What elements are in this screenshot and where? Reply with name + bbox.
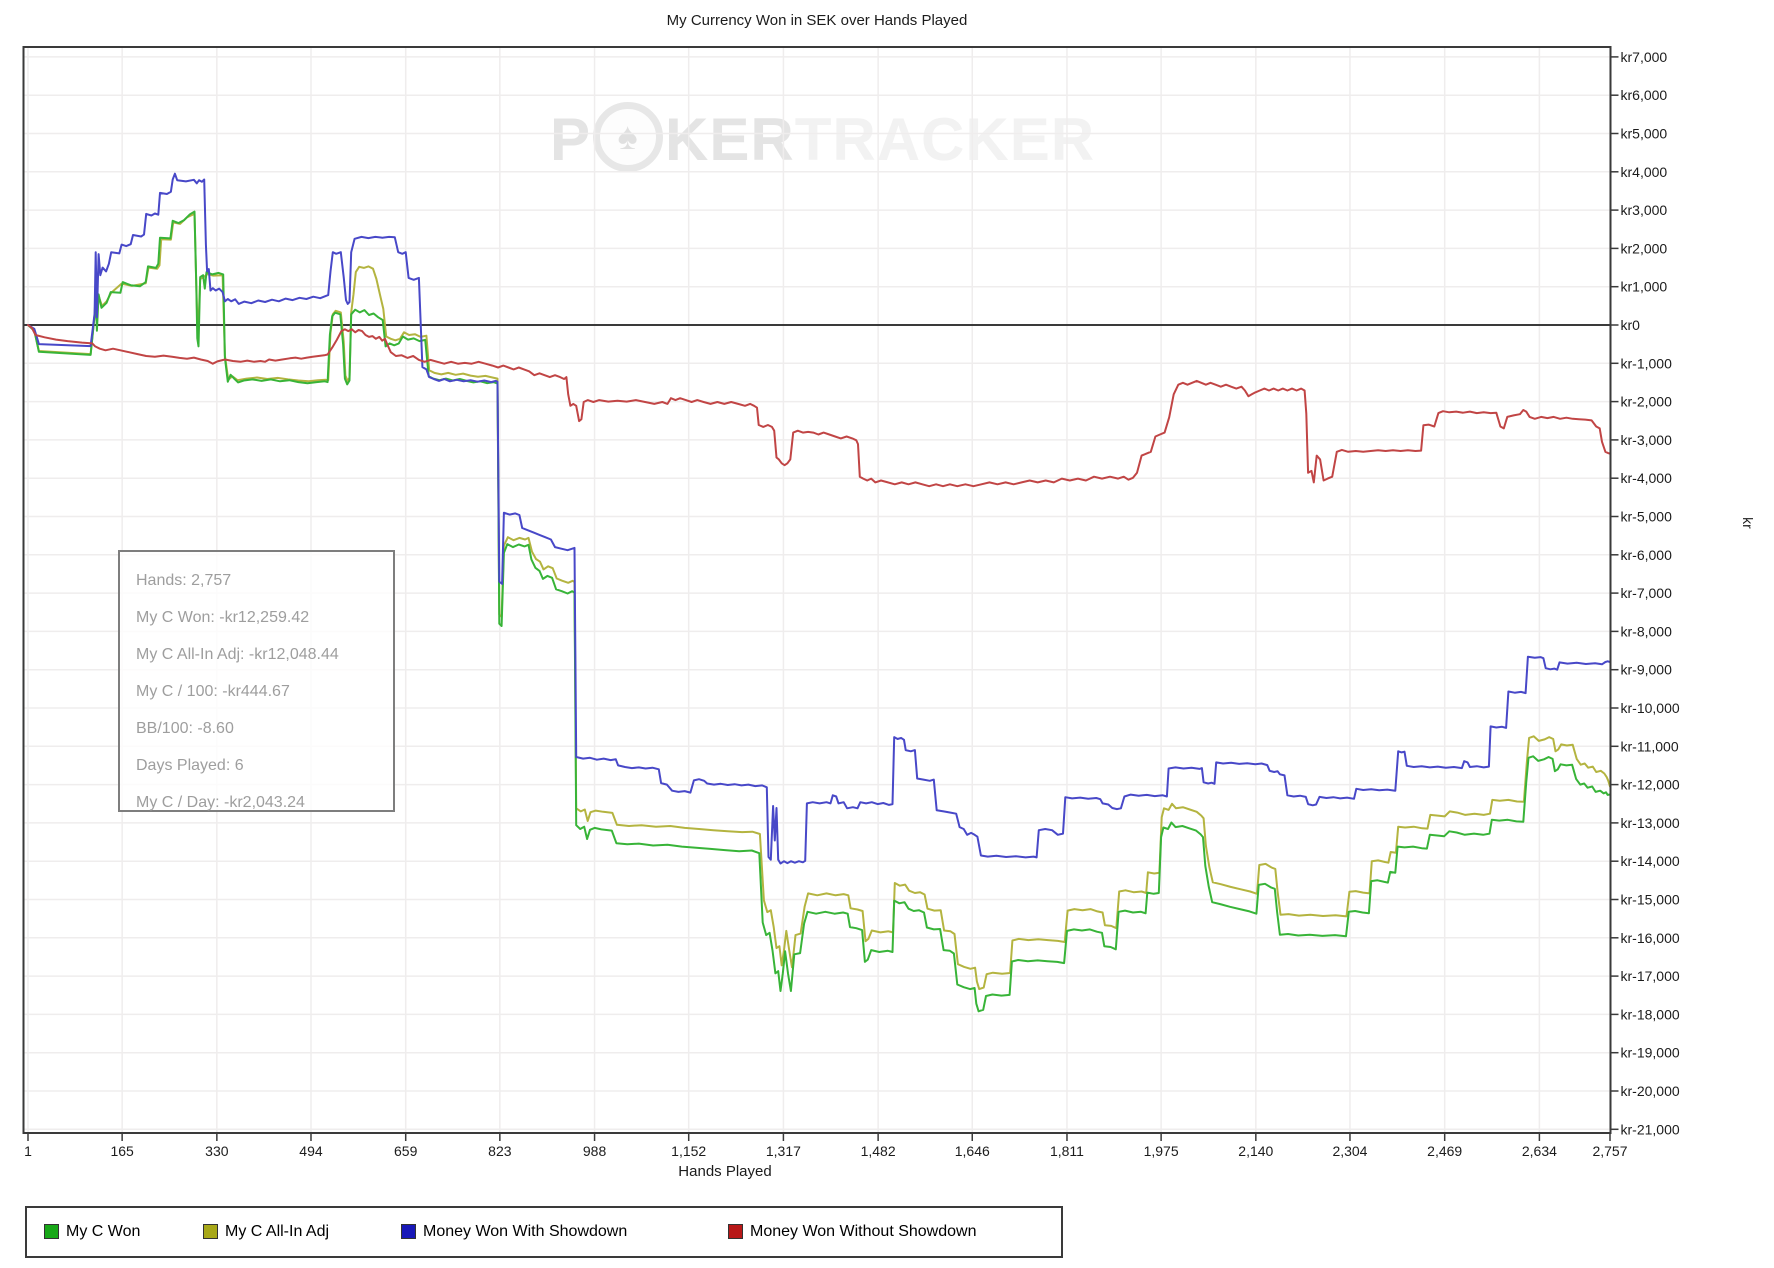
x-tick-label: 1,317: [766, 1143, 801, 1159]
y-tick-label: kr-17,000: [1621, 968, 1680, 984]
y-tick-label: kr0: [1621, 317, 1641, 333]
chart-title: My Currency Won in SEK over Hands Played: [666, 12, 968, 29]
x-tick-label: 1,152: [671, 1143, 706, 1159]
y-tick-label: kr-8,000: [1621, 623, 1673, 639]
legend-swatch-my-c-all-in-adj: [203, 1224, 218, 1239]
x-tick-label: 1,975: [1144, 1143, 1179, 1159]
y-tick-label: kr3,000: [1621, 202, 1668, 218]
x-tick-label: 2,304: [1332, 1143, 1367, 1159]
y-tick-label: kr-19,000: [1621, 1045, 1680, 1061]
y-tick-label: kr7,000: [1621, 49, 1668, 65]
y-tick-label: kr-10,000: [1621, 700, 1680, 716]
x-tick-label: 494: [299, 1143, 323, 1159]
x-tick-label: 330: [205, 1143, 229, 1159]
y-tick-label: kr-15,000: [1621, 892, 1680, 908]
y-tick-label: kr1,000: [1621, 279, 1668, 295]
y-tick-label: kr-1,000: [1621, 355, 1673, 371]
tooltip-hands: Hands: 2,757: [136, 572, 232, 589]
x-tick-label: 1,646: [955, 1143, 990, 1159]
tooltip-bb-per-100: BB/100: -8.60: [136, 720, 234, 737]
x-axis-tick-labels: 1 165 330 494 659 823 988 1,152 1,317 1,482 1,646 1…: [24, 1143, 1628, 1159]
y-tick-label: kr-14,000: [1621, 853, 1680, 869]
x-axis-title: Hands Played: [678, 1163, 772, 1180]
x-tick-label: 659: [394, 1143, 418, 1159]
x-tick-label: 1: [24, 1143, 32, 1159]
legend-label-my-c-all-in-adj: My C All-In Adj: [225, 1223, 330, 1240]
y-tick-label: kr4,000: [1621, 164, 1668, 180]
y-tick-label: kr-5,000: [1621, 509, 1673, 525]
x-tick-label: 2,634: [1522, 1143, 1557, 1159]
tooltip-days-played: Days Played: 6: [136, 757, 244, 774]
plot-border: [22, 46, 1612, 1134]
y-tick-label: kr-18,000: [1621, 1006, 1680, 1022]
y-tick-label: kr5,000: [1621, 126, 1668, 142]
y-tick-label: kr-12,000: [1621, 777, 1680, 793]
y-tick-label: kr-21,000: [1621, 1121, 1680, 1137]
poker-chip-icon: ♠: [593, 102, 664, 172]
y-tick-label: kr-11,000: [1621, 738, 1679, 754]
y-tick-label: kr-2,000: [1621, 394, 1673, 410]
x-tick-label: 165: [110, 1143, 134, 1159]
y-tick-label: kr6,000: [1621, 87, 1668, 103]
x-tick-label: 988: [583, 1143, 607, 1159]
legend: My C Won My C All-In Adj Money Won With …: [25, 1206, 1063, 1258]
y-tick-label: kr-7,000: [1621, 585, 1673, 601]
series-line: [27, 172, 1611, 865]
plot-border-rect: [22, 46, 1612, 1134]
series-line: [27, 210, 1611, 1013]
y-tick-label: kr-4,000: [1621, 470, 1673, 486]
tooltip-my-c-per-day: My C / Day: -kr2,043.24: [136, 794, 305, 811]
y-tick-label: kr-13,000: [1621, 815, 1680, 831]
tooltip-my-c-all-in-adj: My C All-In Adj: -kr12,048.44: [136, 646, 339, 663]
legend-label-money-won-with-showdown: Money Won With Showdown: [423, 1223, 628, 1240]
y-tick-label: kr-3,000: [1621, 432, 1673, 448]
x-tick-label: 2,469: [1427, 1143, 1462, 1159]
x-tick-label: 1,811: [1050, 1143, 1084, 1159]
legend-label-money-won-without-showdown: Money Won Without Showdown: [750, 1223, 977, 1240]
stats-tooltip: Hands: 2,757 My C Won: -kr12,259.42 My C…: [118, 550, 395, 812]
x-tick-label: 823: [488, 1143, 512, 1159]
y-tick-label: kr2,000: [1621, 240, 1668, 256]
legend-swatch-money-won-without-showdown: [728, 1224, 743, 1239]
axis-ticks: [27, 56, 1619, 1141]
spade-icon: ♠: [617, 116, 639, 158]
legend-swatch-money-won-with-showdown: [401, 1224, 416, 1239]
y-tick-label: kr-20,000: [1621, 1083, 1680, 1099]
watermark-text-tracker: TRACKER: [794, 106, 1096, 173]
legend-swatch-my-c-won: [44, 1224, 59, 1239]
pokertracker-watermark: P ♠ KERTRACKER: [550, 102, 1095, 174]
y-tick-label: kr-9,000: [1621, 662, 1673, 678]
tooltip-my-c-won: My C Won: -kr12,259.42: [136, 609, 310, 626]
y-tick-label: kr-6,000: [1621, 547, 1673, 563]
tooltip-my-c-per-100: My C / 100: -kr444.67: [136, 683, 290, 700]
series-line: [27, 324, 1611, 488]
legend-label-my-c-won: My C Won: [66, 1223, 141, 1240]
x-tick-label: 1,482: [861, 1143, 896, 1159]
series-lines: [27, 172, 1611, 1013]
x-tick-label: 2,757: [1592, 1143, 1627, 1159]
y-tick-label: kr-16,000: [1621, 930, 1680, 946]
watermark-text-ker: KER: [665, 106, 795, 173]
y-axis-tick-labels: kr7,000 kr6,000 kr5,000 kr4,000 kr3,000 kr2,0…: [1621, 49, 1680, 1137]
watermark-text-p: P: [550, 106, 592, 173]
x-tick-label: 2,140: [1238, 1143, 1273, 1159]
